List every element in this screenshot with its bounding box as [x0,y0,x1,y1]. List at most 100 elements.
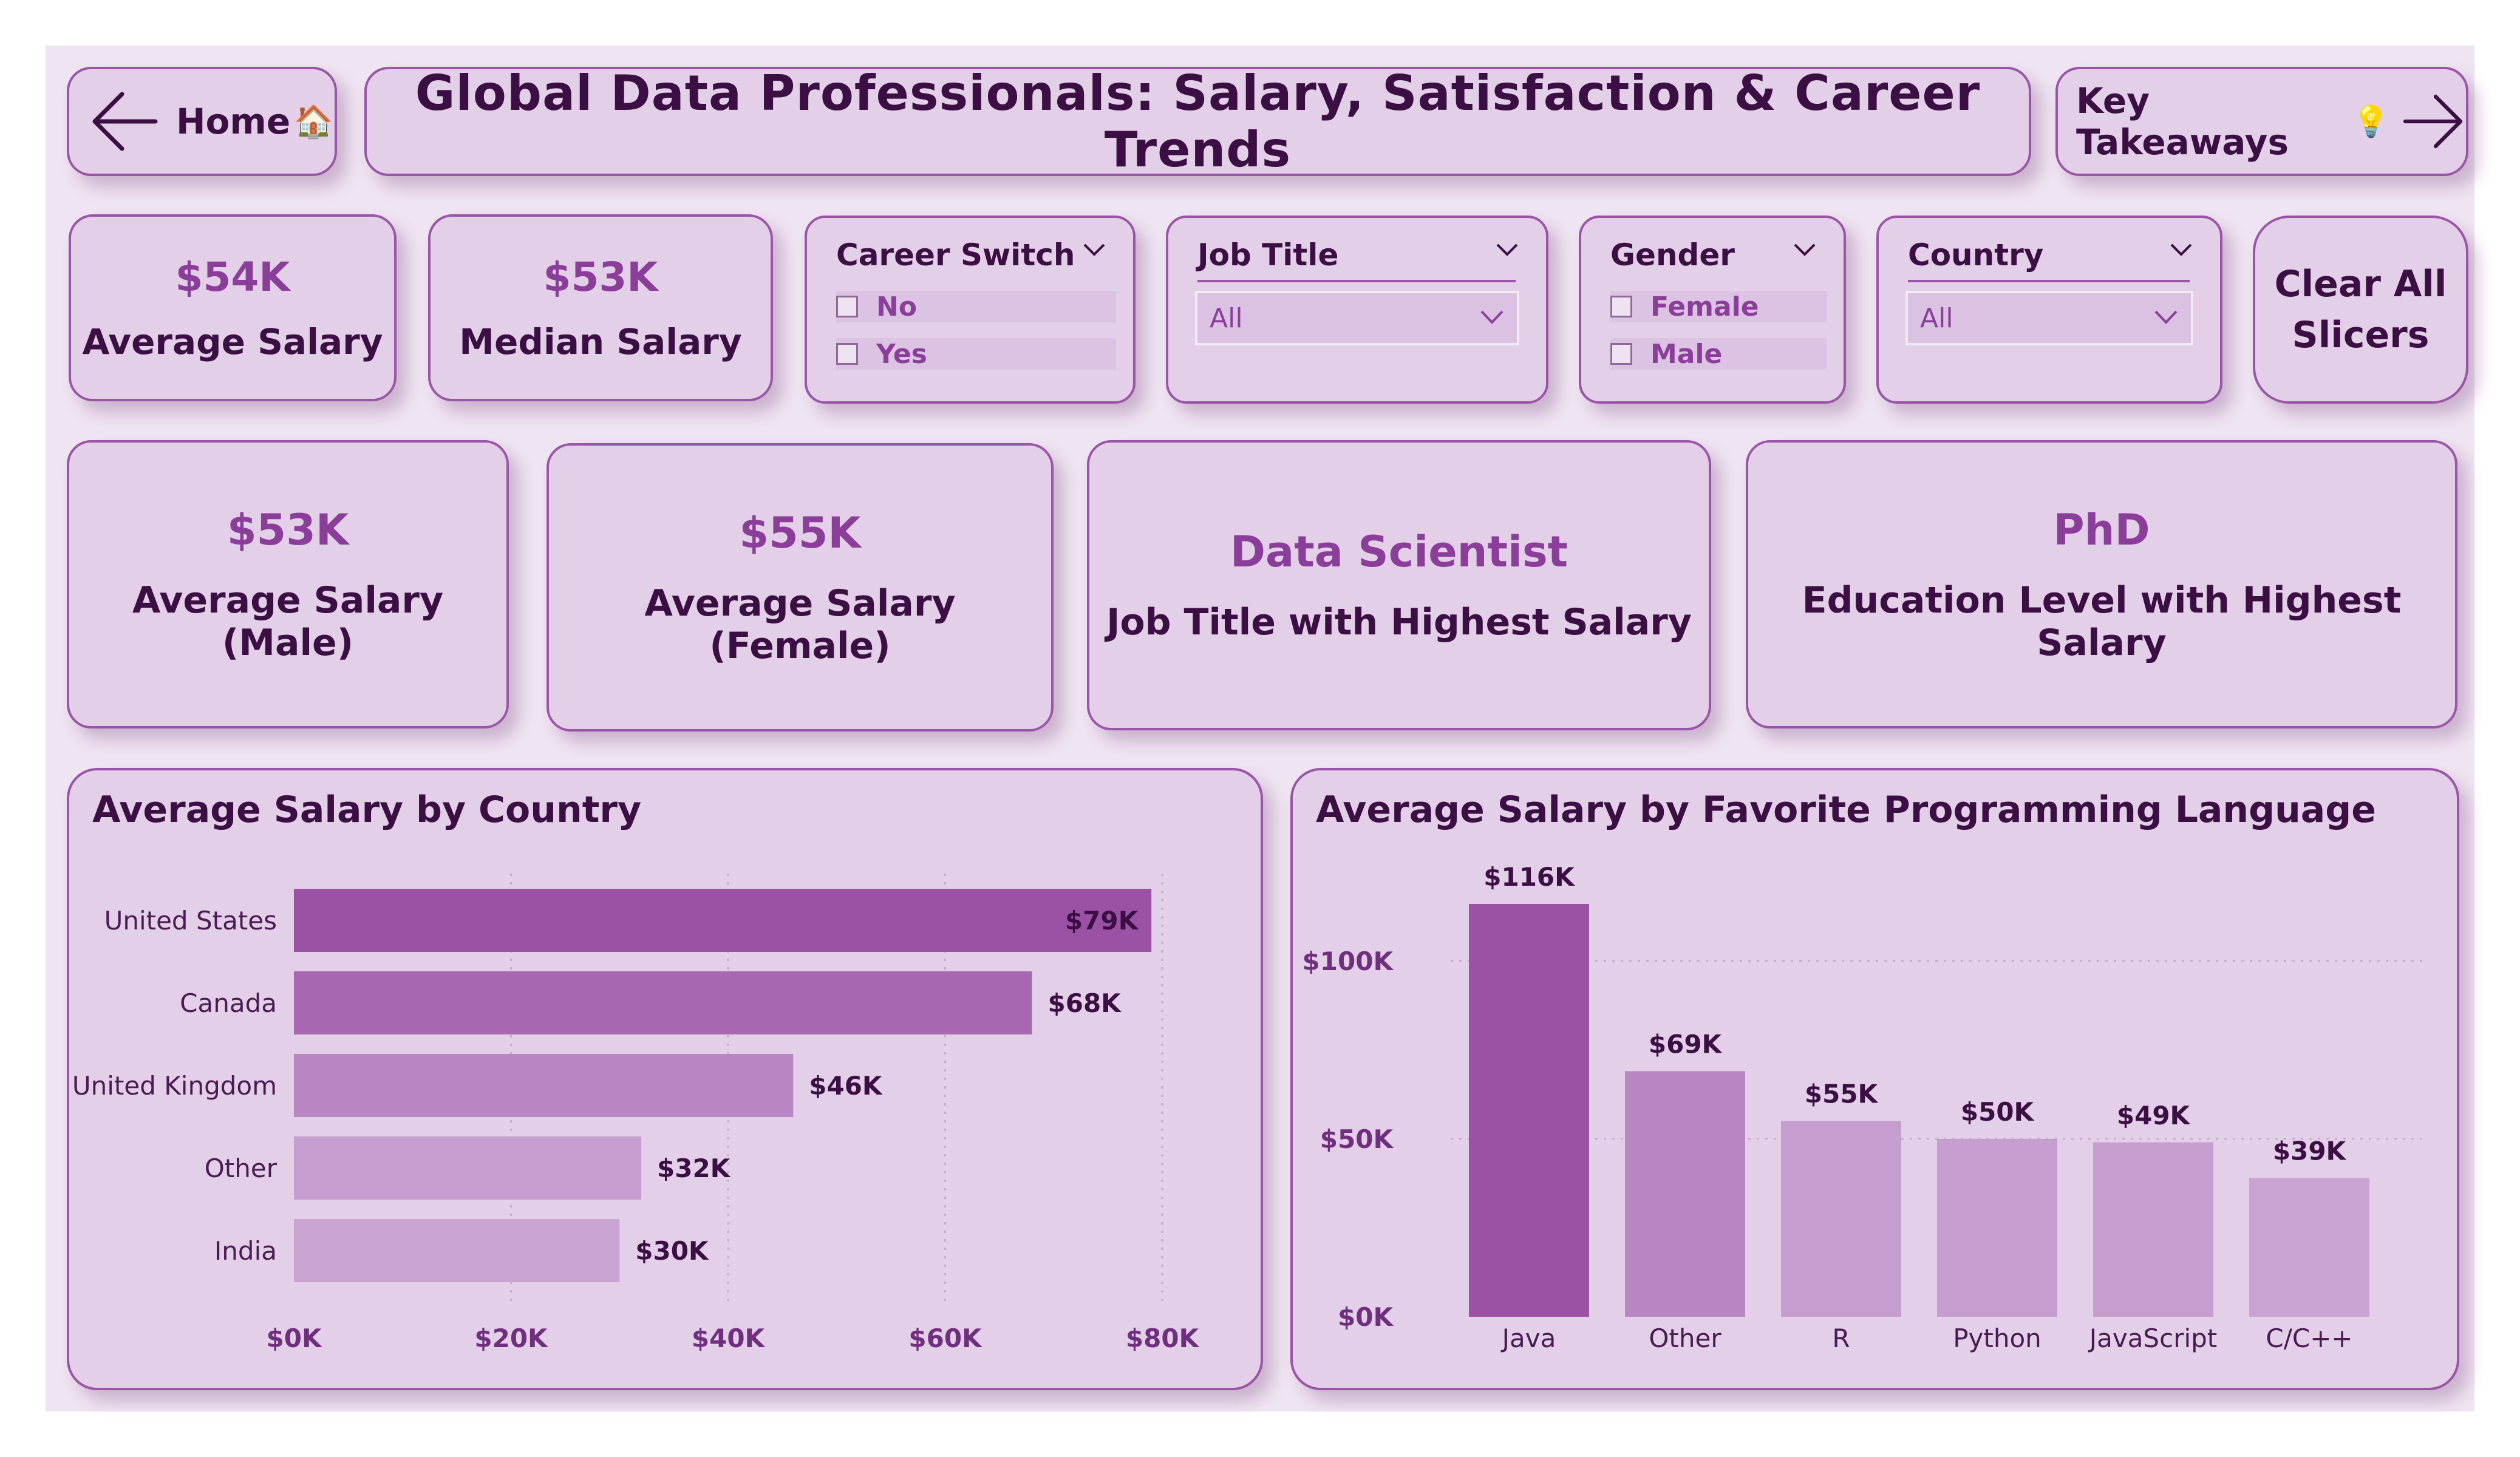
option-label: Male [1650,338,1723,370]
category-label: Other [205,1153,278,1183]
chevron-down-icon[interactable] [2169,241,2193,259]
chevron-down-icon[interactable] [1495,241,1519,259]
clear-label-line2: Slicers [2292,314,2430,356]
category-label: United States [104,906,277,936]
bar-chart-country: $0K $20K $40K $60K $80K United States $79K Cana… [72,874,1200,1353]
kpi-median-salary: $53K Median Salary [428,214,773,401]
checkbox[interactable] [836,343,858,365]
data-label: $68K [1048,988,1122,1018]
key-takeaways-button[interactable]: Key Takeaways 💡 [2055,67,2468,176]
slicer-option-no[interactable]: No [836,291,1116,322]
slicer-title: Job Title [1197,237,1339,273]
category-label: Other [1649,1323,1721,1353]
slicer-option-female[interactable]: Female [1610,291,1827,322]
data-label: $46K [809,1071,883,1101]
dashboard-canvas: Home 🏠 Global Data Professionals: Salary… [46,46,2474,1411]
chevron-down-icon[interactable] [1793,241,1817,259]
slicer-divider [1908,280,2190,282]
slicer-option-yes[interactable]: Yes [836,338,1116,370]
kpi-female-salary: $55K Average Salary (Female) [547,443,1054,732]
country-dropdown[interactable]: All [1905,291,2193,345]
data-label: $116K [1483,862,1575,892]
kpi-label: Median Salary [459,321,742,362]
category-label: C/C++ [2266,1323,2352,1353]
kpi-value: $53K [543,253,658,301]
kpi-label: Average Salary (Male) [132,579,444,664]
lightbulb-icon: 💡 [2352,103,2390,139]
category-label: JavaScript [2088,1323,2218,1353]
bar [294,1136,641,1200]
arrow-left-icon [92,92,158,151]
slicer-title: Country [1908,237,2044,273]
bar [294,889,1152,952]
data-label: $30K [635,1236,709,1266]
dropdown-value: All [1210,302,1243,334]
bar-chart-language: $0K $50K $100K $116K Java $69K Other $55K R $50K P… [1303,862,2422,1353]
option-label: No [876,291,918,322]
chart-title: Average Salary by Country [92,789,642,831]
kpi-value: $54K [175,253,290,301]
data-label: $50K [1961,1097,2035,1127]
checkbox[interactable] [1610,343,1632,365]
clear-all-slicers-button[interactable]: Clear All Slicers [2253,216,2468,404]
page-title: Global Data Professionals: Salary, Satis… [415,65,1981,178]
category-label: Java [1500,1323,1556,1353]
y-tick-label: $50K [1320,1124,1394,1154]
option-label: Female [1650,291,1759,322]
bar [1469,904,1589,1317]
x-tick-label: $60K [908,1323,982,1353]
slicer-title: Gender [1610,237,1735,273]
x-tick-label: $80K [1126,1323,1200,1353]
kpi-label: Education Level with Highest Salary [1802,579,2402,664]
data-label: $69K [1649,1030,1723,1059]
bar [294,1219,620,1282]
bar [1625,1071,1745,1317]
job-title-dropdown[interactable]: All [1195,291,1519,345]
y-tick-label: $0K [1338,1302,1394,1332]
country-slicer: Country All [1876,216,2222,404]
chevron-down-icon [2154,310,2178,324]
dropdown-value: All [1920,302,1953,334]
home-label: Home [176,101,291,142]
home-emoji-icon: 🏠 [294,103,333,140]
bar [1781,1121,1901,1317]
kpi-label: Average Salary [82,321,383,362]
kpi-male-salary: $53K Average Salary (Male) [67,440,509,728]
chevron-down-icon [1480,310,1503,324]
bar [1937,1138,2057,1317]
category-label: United Kingdom [72,1071,277,1101]
x-tick-label: $0K [267,1323,322,1353]
chevron-down-icon[interactable] [1082,241,1106,259]
kpi-top-education: PhD Education Level with Highest Salary [1746,440,2457,728]
slicer-title: Career Switch [836,237,1075,273]
slicer-option-male[interactable]: Male [1610,338,1827,370]
checkbox[interactable] [836,296,858,318]
data-label: $32K [657,1153,731,1183]
kpi-label: Average Salary (Female) [644,582,956,667]
bar [2249,1178,2369,1317]
career-switch-slicer: Career Switch No Yes [805,216,1136,404]
bar [294,971,1032,1034]
salary-by-country-chart: Average Salary by Country $0K $20K $40K $60… [67,768,1263,1390]
x-tick-label: $20K [474,1323,548,1353]
gender-slicer: Gender Female Male [1579,216,1846,404]
category-label: India [214,1236,277,1266]
kpi-top-job-title: Data Scientist Job Title with Highest Sa… [1087,440,1711,730]
kpi-value: PhD [2053,504,2150,555]
x-tick-label: $40K [692,1323,766,1353]
home-button[interactable]: Home 🏠 [67,67,337,176]
category-label: Canada [180,988,277,1018]
kpi-value: Data Scientist [1230,527,1568,577]
kpi-value: $55K [739,508,861,558]
clear-label-line1: Clear All [2274,263,2447,305]
category-label: R [1832,1323,1850,1353]
checkbox[interactable] [1610,296,1632,318]
key-takeaways-label: Key Takeaways [2076,80,2289,163]
title-banner: Global Data Professionals: Salary, Satis… [364,65,2031,178]
data-label: $55K [1805,1079,1879,1109]
data-label: $79K [1065,906,1139,936]
category-label: Python [1953,1323,2042,1353]
bar [2093,1142,2213,1317]
kpi-label: Job Title with Highest Salary [1106,601,1692,644]
option-label: Yes [876,338,927,370]
